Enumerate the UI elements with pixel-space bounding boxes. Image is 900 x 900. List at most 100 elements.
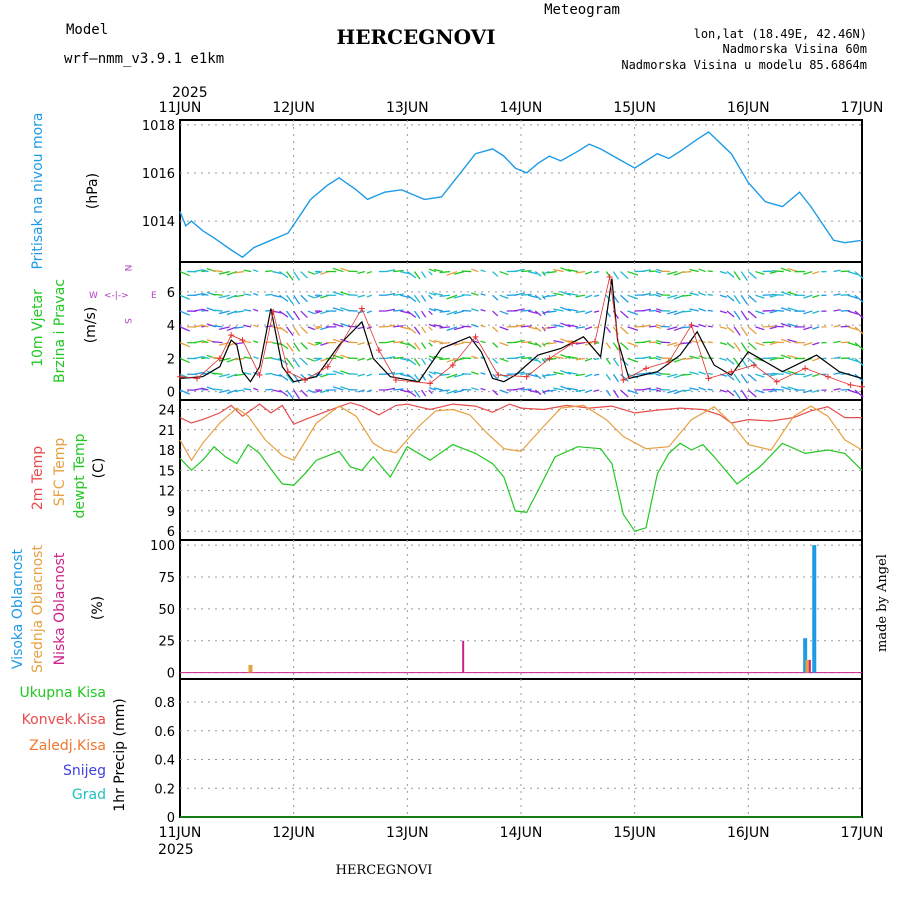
wind-arrow [212,293,223,296]
wind-arrow [534,294,542,301]
wind-side-label-1: 10m Vjetar [30,289,46,367]
wind-arrow [774,270,784,273]
wind-arrow [492,357,499,364]
wind-arrow [520,269,532,273]
wind-arrow [253,387,259,391]
wind-arrow [641,371,652,375]
wind-arrow [279,271,289,279]
wind-arrow [393,388,404,391]
wind-arrow [265,325,273,328]
wind-arrow [707,293,713,296]
cloud-bar [805,659,810,673]
wind-arrow [499,310,509,315]
wind-arrow [461,325,472,328]
wind-arrow [315,357,323,362]
wind-arrow [286,342,294,352]
wind-arrow [667,326,678,331]
wind-arrow [471,371,479,375]
wind-arrow [234,389,245,393]
wind-arrow [667,270,678,275]
wind-arrow [755,326,765,331]
ytick-label: 25 [158,635,175,650]
wind-arrow [707,270,713,273]
wind-arrow [357,310,365,314]
panel-frame-5 [179,678,863,818]
wind-arrow [648,341,657,344]
wind-arrow [812,389,820,393]
ytick-label: 24 [158,403,175,418]
ytick-label: 1016 [142,167,175,182]
wind-arrow [300,389,308,397]
xtick-top-12JUN: 12JUN [272,100,315,116]
wind-arrow [698,268,706,273]
wind-arrow [719,342,727,346]
wind-arrow [293,271,301,281]
wind-arrow [774,341,784,344]
wind-arrow [393,309,404,312]
wind-arrow [769,310,777,314]
wind-gust-marker [643,365,650,372]
wind-arrow [201,324,209,328]
wind-arrow [492,310,499,317]
wind-arrow [315,389,323,393]
wind-arrow [547,341,557,345]
wind-arrow [733,342,741,352]
wind-arrow [667,342,678,347]
wind-arrow [194,324,202,328]
wind-arrow [733,373,741,384]
wind-arrow [253,308,259,312]
wind-arrow [439,389,451,392]
wind-arrow [179,310,191,316]
wind-gust-marker [228,332,235,339]
wind-arrow [584,294,593,299]
wind-arrow [620,373,629,382]
wind-arrow [655,310,662,314]
wind-arrow [803,310,813,315]
wind-arrow [803,294,813,299]
compass-east: E [151,291,157,301]
wind-arrow [300,326,308,334]
wind-arrow [667,389,678,394]
wind-arrow [553,387,564,391]
wind-arrow [366,357,373,361]
wind-arrow [234,373,245,377]
cloud-unit: (%) [90,596,106,620]
wind-arrow [627,310,639,316]
wind-arrow [179,270,191,277]
wind-arrow [421,389,427,397]
wind-arrow [812,270,820,275]
wind-arrow [593,294,600,298]
wind-arrow [560,322,571,328]
wind-arrow [698,323,706,328]
wind-arrow [560,306,571,312]
precip-legend-2: Konvek.Kisa [22,712,106,728]
precip-legend-1: Ukupna Kisa [19,685,106,701]
wind-arrow [534,389,542,396]
wind-arrow [428,307,436,312]
wind-arrow [567,387,578,391]
wind-arrow [698,292,706,296]
wind-arrow [755,270,765,276]
wind-arrow [461,309,472,312]
wind-arrow [719,270,727,275]
wind-arrow [620,342,629,351]
wind-arrow [584,357,593,362]
wind-arrow [534,373,542,380]
wind-arrow [534,310,542,317]
wind-arrow [218,357,230,362]
cloud-side-label-1: Visoka Oblacnost [10,548,26,669]
ytick-label: 0.8 [154,696,175,711]
wind-arrow [620,271,629,280]
wind-arrow [461,388,472,391]
wind-arrow [471,387,479,391]
wind-gust-marker [802,365,809,372]
wind-arrow [446,326,458,332]
wind-arrow [499,294,509,299]
wind-arrow [428,292,436,296]
wind-arrow [553,371,564,375]
wind-arrow [542,270,550,275]
wind-arrow [605,373,611,381]
wind-arrow [286,389,294,400]
ytick-label: 1014 [142,215,175,230]
wind-arrow [733,326,741,336]
